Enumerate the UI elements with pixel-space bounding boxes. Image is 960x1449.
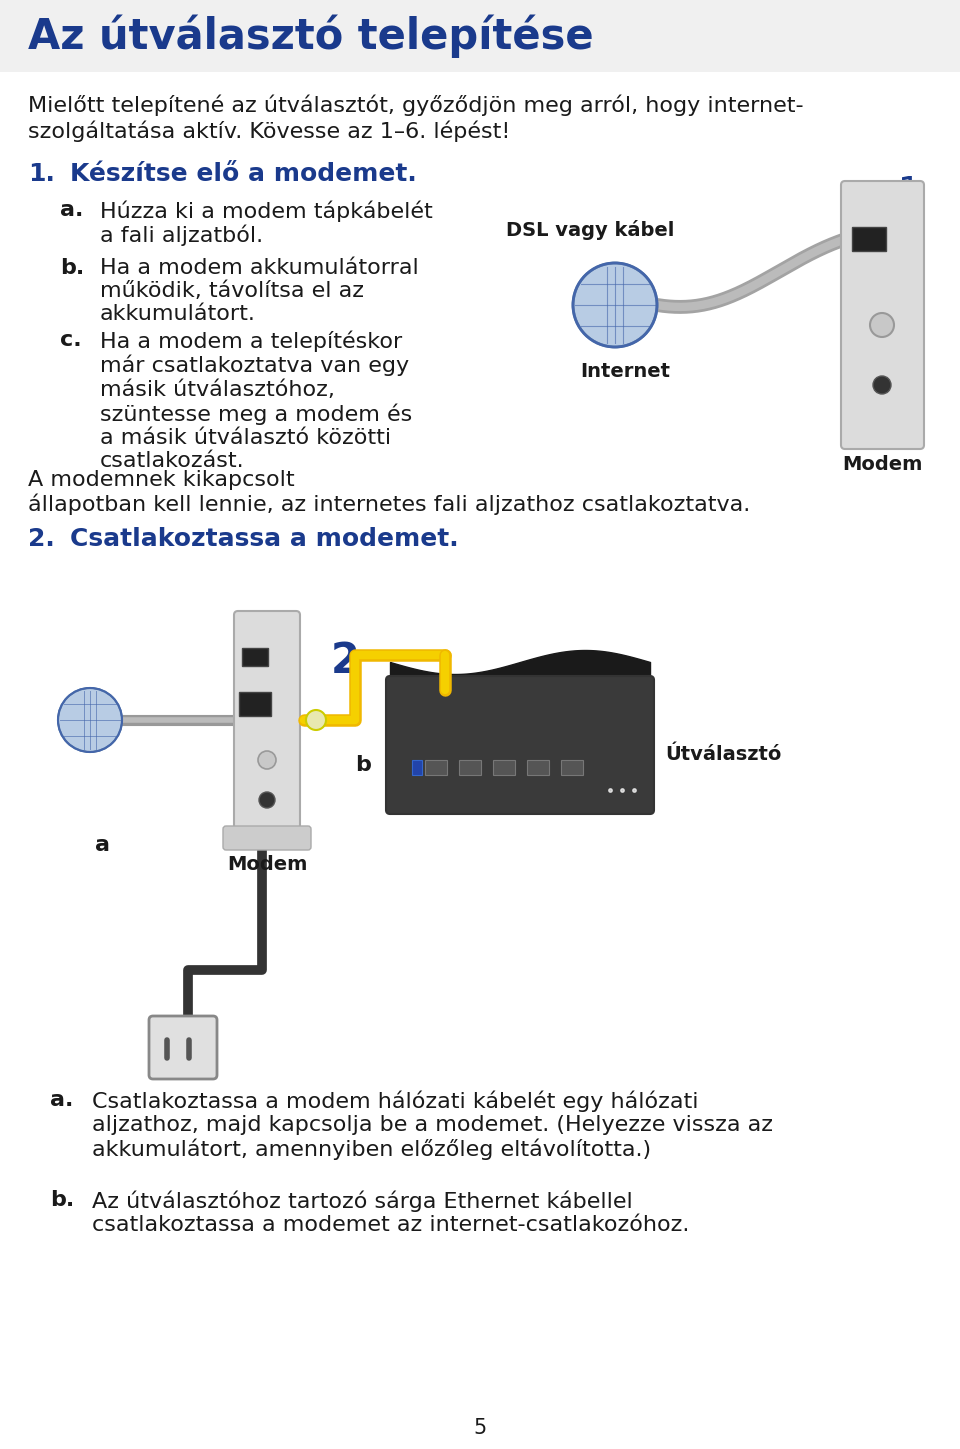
Circle shape xyxy=(58,688,122,752)
Circle shape xyxy=(573,264,657,346)
Circle shape xyxy=(306,710,326,730)
FancyBboxPatch shape xyxy=(242,648,268,667)
FancyBboxPatch shape xyxy=(459,759,481,775)
Text: c.: c. xyxy=(60,330,82,351)
Text: Ha a modem akkumulátorral
működik, távolítsa el az
akkumulátort.: Ha a modem akkumulátorral működik, távol… xyxy=(100,258,419,325)
Text: b.: b. xyxy=(60,258,84,278)
Text: 1: 1 xyxy=(899,175,922,209)
Text: DSL vagy kábel: DSL vagy kábel xyxy=(506,220,674,241)
Text: A modemnek kikapcsolt
állapotban kell lennie, az internetes fali aljzathoz csatl: A modemnek kikapcsolt állapotban kell le… xyxy=(28,469,751,514)
Circle shape xyxy=(258,751,276,769)
Text: a.: a. xyxy=(50,1090,73,1110)
Circle shape xyxy=(870,313,894,338)
Text: a.: a. xyxy=(60,200,84,220)
Text: Modem: Modem xyxy=(227,855,307,874)
Text: Internet: Internet xyxy=(580,362,670,381)
Text: Modem: Modem xyxy=(842,455,923,474)
FancyBboxPatch shape xyxy=(425,759,447,775)
Text: 1.: 1. xyxy=(28,162,55,185)
Text: Mielőtt telepítené az útválasztót, győződjön meg arról, hogy internet-
szolgálta: Mielőtt telepítené az útválasztót, győző… xyxy=(28,96,804,142)
Circle shape xyxy=(873,375,891,394)
Text: b.: b. xyxy=(50,1190,74,1210)
Text: 5: 5 xyxy=(473,1419,487,1437)
FancyBboxPatch shape xyxy=(852,227,886,251)
Text: Ha a modem a telepítéskor
már csatlakoztatva van egy
másik útválasztóhoz,
szünte: Ha a modem a telepítéskor már csatlakozt… xyxy=(100,330,412,471)
FancyBboxPatch shape xyxy=(149,1016,217,1080)
Text: Az útválasztóhoz tartozó sárga Ethernet kábellel
csatlakoztassa a modemet az int: Az útválasztóhoz tartozó sárga Ethernet … xyxy=(92,1190,689,1235)
Text: 2.: 2. xyxy=(28,527,55,551)
Text: Útválasztó: Útválasztó xyxy=(665,745,781,764)
FancyBboxPatch shape xyxy=(493,759,515,775)
Text: 2: 2 xyxy=(330,640,359,682)
FancyBboxPatch shape xyxy=(234,611,300,829)
Text: Csatlakoztassa a modem hálózati kábelét egy hálózati
aljzathoz, majd kapcsolja b: Csatlakoztassa a modem hálózati kábelét … xyxy=(92,1090,773,1159)
Text: b: b xyxy=(355,755,371,775)
FancyBboxPatch shape xyxy=(223,826,311,851)
FancyBboxPatch shape xyxy=(412,759,422,775)
FancyBboxPatch shape xyxy=(527,759,549,775)
Text: Az útválasztó telepítése: Az útválasztó telepítése xyxy=(28,14,593,58)
Text: Húzza ki a modem tápkábelét
a fali aljzatból.: Húzza ki a modem tápkábelét a fali aljza… xyxy=(100,200,433,246)
Text: a: a xyxy=(95,835,110,855)
FancyBboxPatch shape xyxy=(239,693,271,716)
FancyBboxPatch shape xyxy=(561,759,583,775)
Text: Készítse elő a modemet.: Készítse elő a modemet. xyxy=(70,162,417,185)
FancyBboxPatch shape xyxy=(0,0,960,72)
FancyBboxPatch shape xyxy=(841,181,924,449)
Text: Csatlakoztassa a modemet.: Csatlakoztassa a modemet. xyxy=(70,527,459,551)
FancyBboxPatch shape xyxy=(386,677,654,814)
Circle shape xyxy=(259,793,275,809)
